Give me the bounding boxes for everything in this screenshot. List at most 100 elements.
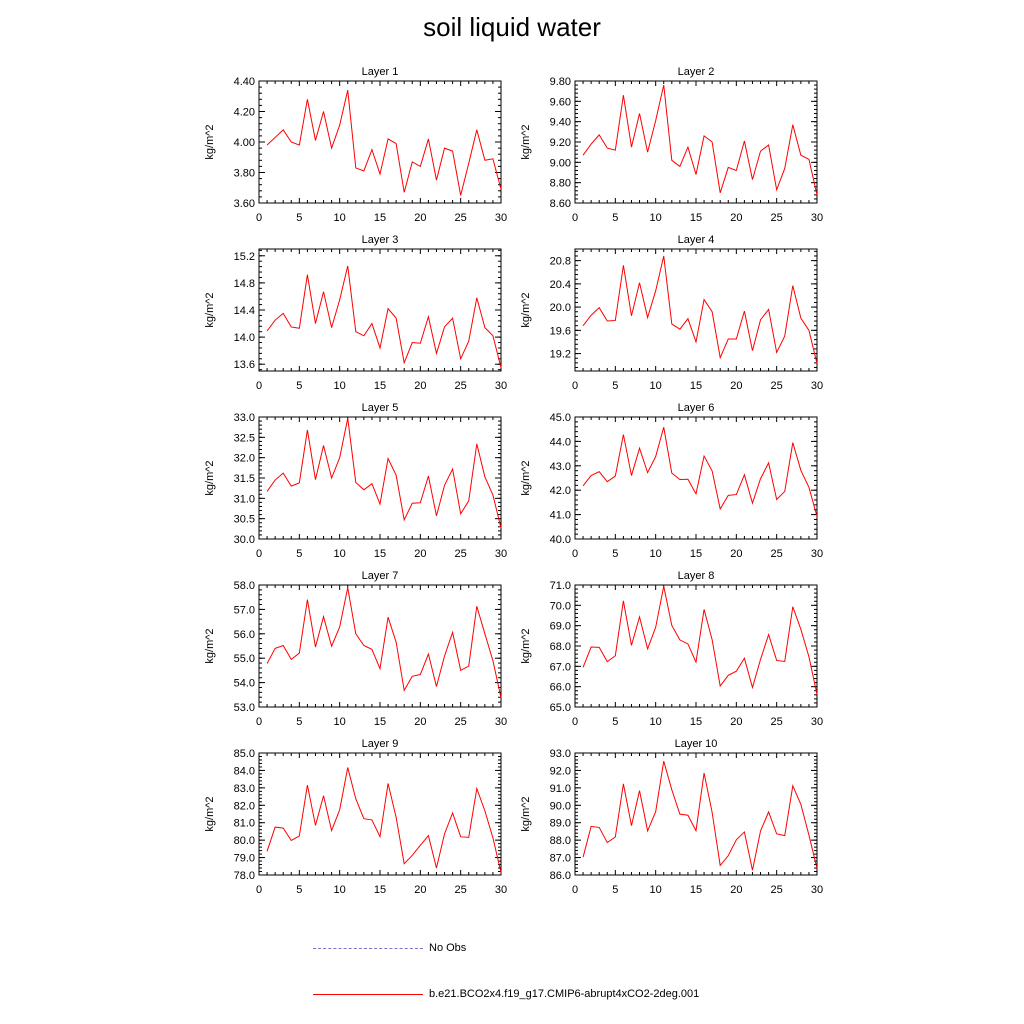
layer-10-xtick-label: 5 <box>612 884 618 896</box>
layer-9-ytick-label: 79.0 <box>234 853 255 865</box>
layer-1-ytick-label: 3.80 <box>234 168 255 180</box>
layer-1-ytick-label: 3.60 <box>234 198 255 210</box>
layer-1-xtick-label: 0 <box>256 212 262 224</box>
layer-7-title: Layer 7 <box>362 570 399 582</box>
layer-10-xtick-label: 30 <box>811 884 823 896</box>
layer-7-xtick-label: 5 <box>296 716 302 728</box>
layer-10-ytick-label: 91.0 <box>550 783 571 795</box>
layer-2-ytick-label: 9.20 <box>550 137 571 149</box>
layer-6-ytick-label: 42.0 <box>550 485 571 497</box>
layer-9-ytick-label: 81.0 <box>234 818 255 830</box>
layer-6-ytick-label: 45.0 <box>550 412 571 424</box>
layer-9-xtick-label: 30 <box>495 884 507 896</box>
layer-6-xtick-label: 15 <box>690 548 702 560</box>
layer-6-ytick-label: 41.0 <box>550 510 571 522</box>
layer-9-xtick-label: 0 <box>256 884 262 896</box>
layer-3-series-line <box>266 265 502 368</box>
layer-10-ylabel: kg/m^2 <box>520 796 532 831</box>
layer-1-ytick-label: 4.00 <box>234 137 255 149</box>
layer-5-ytick-label: 30.0 <box>234 534 255 546</box>
layer-4-xtick-label: 10 <box>650 380 662 392</box>
layer-6-xtick-label: 20 <box>730 548 742 560</box>
layer-9-plot-frame <box>258 752 502 876</box>
layer-8-ytick-label: 65.0 <box>550 702 571 714</box>
layer-5-ytick-label: 32.5 <box>234 432 255 444</box>
layer-8-ytick-label: 71.0 <box>550 580 571 592</box>
layer-8-xtick-label: 5 <box>612 716 618 728</box>
layer-5-series-line <box>266 418 502 529</box>
layer-7-xtick-label: 15 <box>374 716 386 728</box>
layer-5-ylabel: kg/m^2 <box>204 460 216 495</box>
layer-6-xtick-label: 10 <box>650 548 662 560</box>
layer-3-xtick-label: 20 <box>414 380 426 392</box>
layer-9-series-line <box>266 767 502 873</box>
layer-7-xtick-label: 30 <box>495 716 507 728</box>
layer-4-ytick-label: 20.8 <box>550 256 571 268</box>
layer-5-ytick-label: 32.0 <box>234 453 255 465</box>
layer-7-xtick-label: 25 <box>455 716 467 728</box>
layer-6-xtick-label: 0 <box>572 548 578 560</box>
layer-4-xtick-label: 0 <box>572 380 578 392</box>
layer-4-ytick-label: 20.4 <box>550 279 571 291</box>
layer-2-ytick-label: 9.00 <box>550 157 571 169</box>
layer-10-ytick-label: 87.0 <box>550 853 571 865</box>
layer-3-xtick-label: 5 <box>296 380 302 392</box>
layer-8-xtick-label: 20 <box>730 716 742 728</box>
layer-6-xtick-label: 25 <box>771 548 783 560</box>
layer-9-ytick-label: 80.0 <box>234 835 255 847</box>
layer-8-plot-frame <box>574 584 818 708</box>
layer-1-ytick-label: 4.20 <box>234 107 255 119</box>
layer-4-ylabel: kg/m^2 <box>520 292 532 327</box>
layer-9-xtick-label: 15 <box>374 884 386 896</box>
layer-2-xtick-label: 5 <box>612 212 618 224</box>
layer-5-xtick-label: 0 <box>256 548 262 560</box>
layer-8-ytick-label: 66.0 <box>550 682 571 694</box>
layer-5-xtick-label: 15 <box>374 548 386 560</box>
layer-10-ytick-label: 86.0 <box>550 870 571 882</box>
layer-9-ytick-label: 83.0 <box>234 783 255 795</box>
layer-7-ytick-label: 56.0 <box>234 629 255 641</box>
layer-5-xtick-label: 10 <box>334 548 346 560</box>
layer-4-ytick-label: 19.6 <box>550 325 571 337</box>
layer-7-xtick-label: 0 <box>256 716 262 728</box>
layer-3-xtick-label: 15 <box>374 380 386 392</box>
layer-3-ylabel: kg/m^2 <box>204 292 216 327</box>
layer-5-xtick-label: 5 <box>296 548 302 560</box>
layer-5-ytick-label: 30.5 <box>234 514 255 526</box>
layer-1-xtick-label: 20 <box>414 212 426 224</box>
layer-2-ytick-label: 9.60 <box>550 96 571 108</box>
legend-entry-obs: No Obs <box>313 942 466 954</box>
layer-8-xtick-label: 0 <box>572 716 578 728</box>
layer-8-xtick-label: 10 <box>650 716 662 728</box>
layer-6-ytick-label: 40.0 <box>550 534 571 546</box>
layer-1-series-line <box>266 90 502 196</box>
layer-8-xtick-label: 25 <box>771 716 783 728</box>
layer-2-title: Layer 2 <box>678 66 715 78</box>
layer-8-ylabel: kg/m^2 <box>520 628 532 663</box>
layer-10-xtick-label: 0 <box>572 884 578 896</box>
layer-3-xtick-label: 30 <box>495 380 507 392</box>
layer-2-plot-frame <box>574 80 818 204</box>
layer-5-xtick-label: 20 <box>414 548 426 560</box>
layer-8-ytick-label: 68.0 <box>550 641 571 653</box>
layer-8-series-line <box>582 586 818 695</box>
layer-9-xtick-label: 20 <box>414 884 426 896</box>
layer-10-xtick-label: 20 <box>730 884 742 896</box>
legend-label-model: b.e21.BCO2x4.f19_g17.CMIP6-abrupt4xCO2-2… <box>429 988 700 1000</box>
layer-10-ytick-label: 93.0 <box>550 748 571 760</box>
layer-5-plot-frame <box>258 416 502 540</box>
layer-2-ytick-label: 8.60 <box>550 198 571 210</box>
layer-10-xtick-label: 15 <box>690 884 702 896</box>
layer-10-ytick-label: 89.0 <box>550 818 571 830</box>
layer-9-ylabel: kg/m^2 <box>204 796 216 831</box>
layer-2-ytick-label: 9.80 <box>550 76 571 88</box>
layer-1-xtick-label: 25 <box>455 212 467 224</box>
layer-9-xtick-label: 5 <box>296 884 302 896</box>
layer-10-xtick-label: 10 <box>650 884 662 896</box>
layer-6-ytick-label: 44.0 <box>550 436 571 448</box>
layer-1-xtick-label: 30 <box>495 212 507 224</box>
legend-entry-model: b.e21.BCO2x4.f19_g17.CMIP6-abrupt4xCO2-2… <box>313 988 699 1000</box>
layer-6-ytick-label: 43.0 <box>550 461 571 473</box>
layer-8-ytick-label: 69.0 <box>550 621 571 633</box>
layer-8-title: Layer 8 <box>678 570 715 582</box>
